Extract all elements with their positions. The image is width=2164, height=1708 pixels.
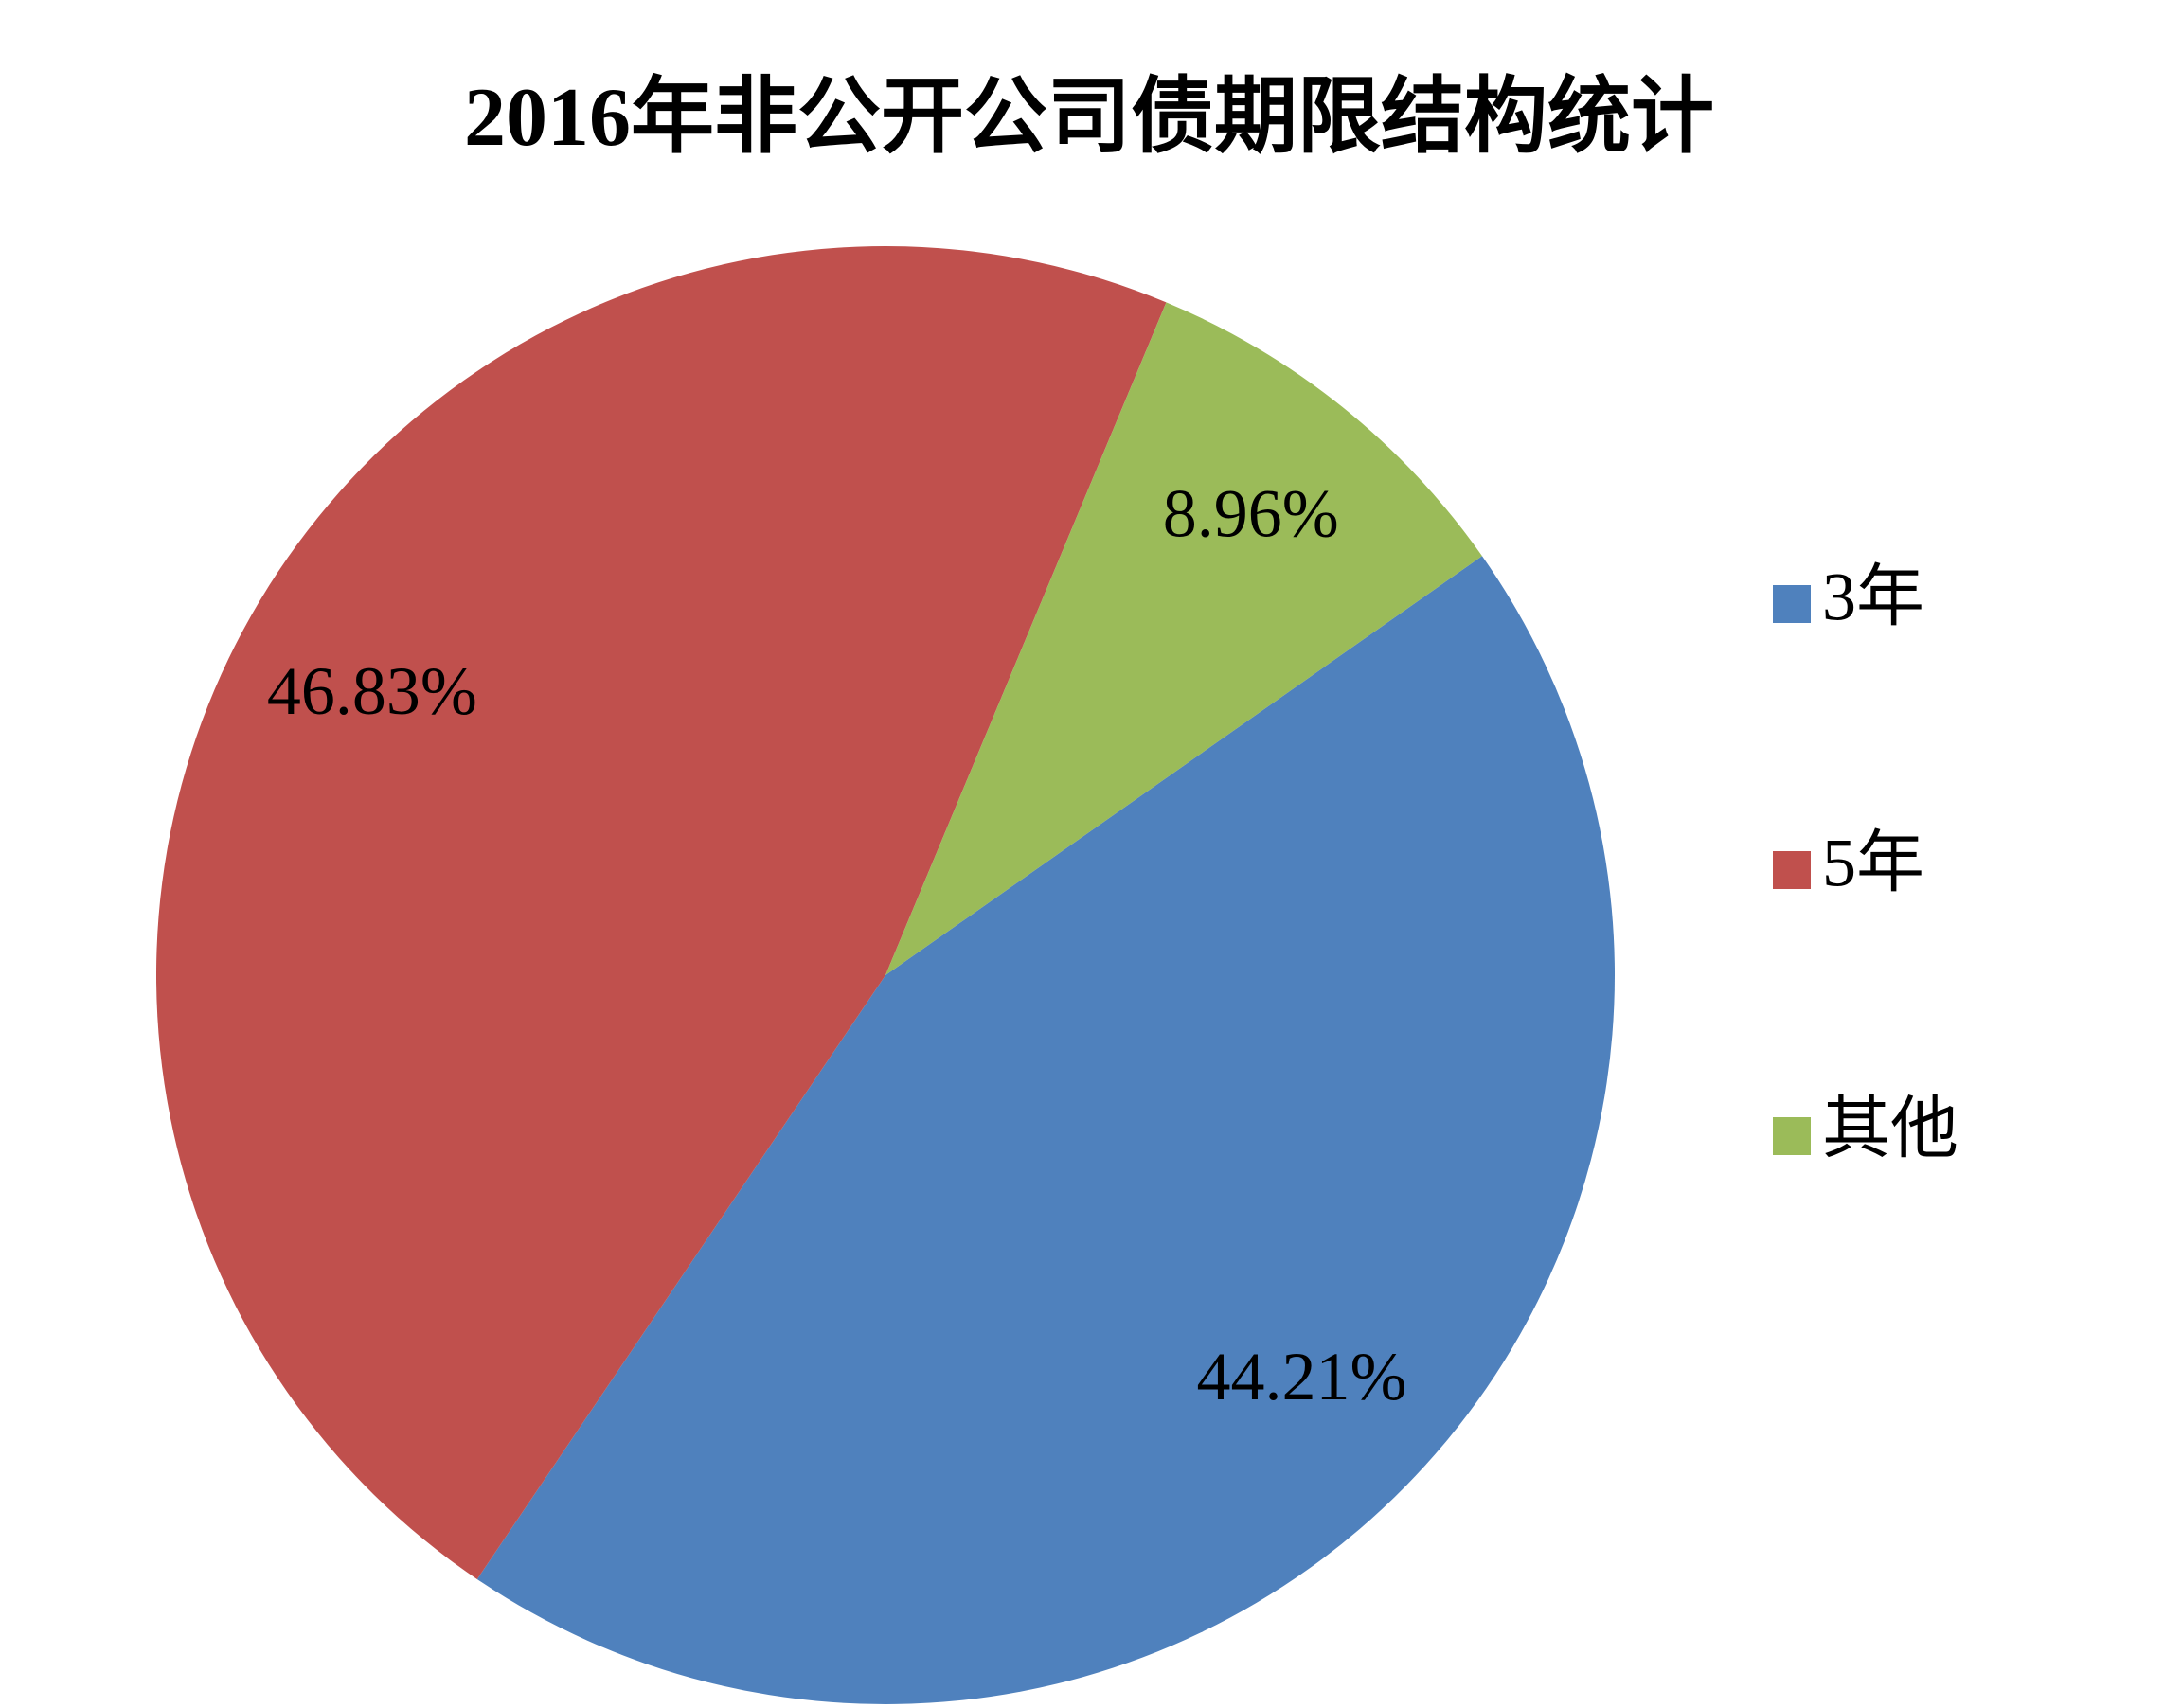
pie-slice [476, 556, 1615, 1704]
legend-label: 其他 [1822, 1092, 1958, 1167]
chart-title: 2016年非公开公司债期限结构统计 [464, 72, 1714, 164]
pie-slice [155, 245, 1167, 1579]
legend-swatch [1773, 851, 1811, 889]
legend-label: 3年 [1822, 560, 1924, 635]
data-label: 44.21% [1197, 1339, 1407, 1414]
data-label: 46.83% [267, 653, 477, 729]
legend-label: 5年 [1822, 826, 1924, 901]
legend-swatch [1773, 585, 1811, 623]
data-label: 8.96% [1163, 475, 1339, 551]
legend-swatch [1773, 1117, 1811, 1155]
pie-slice [885, 302, 1482, 975]
